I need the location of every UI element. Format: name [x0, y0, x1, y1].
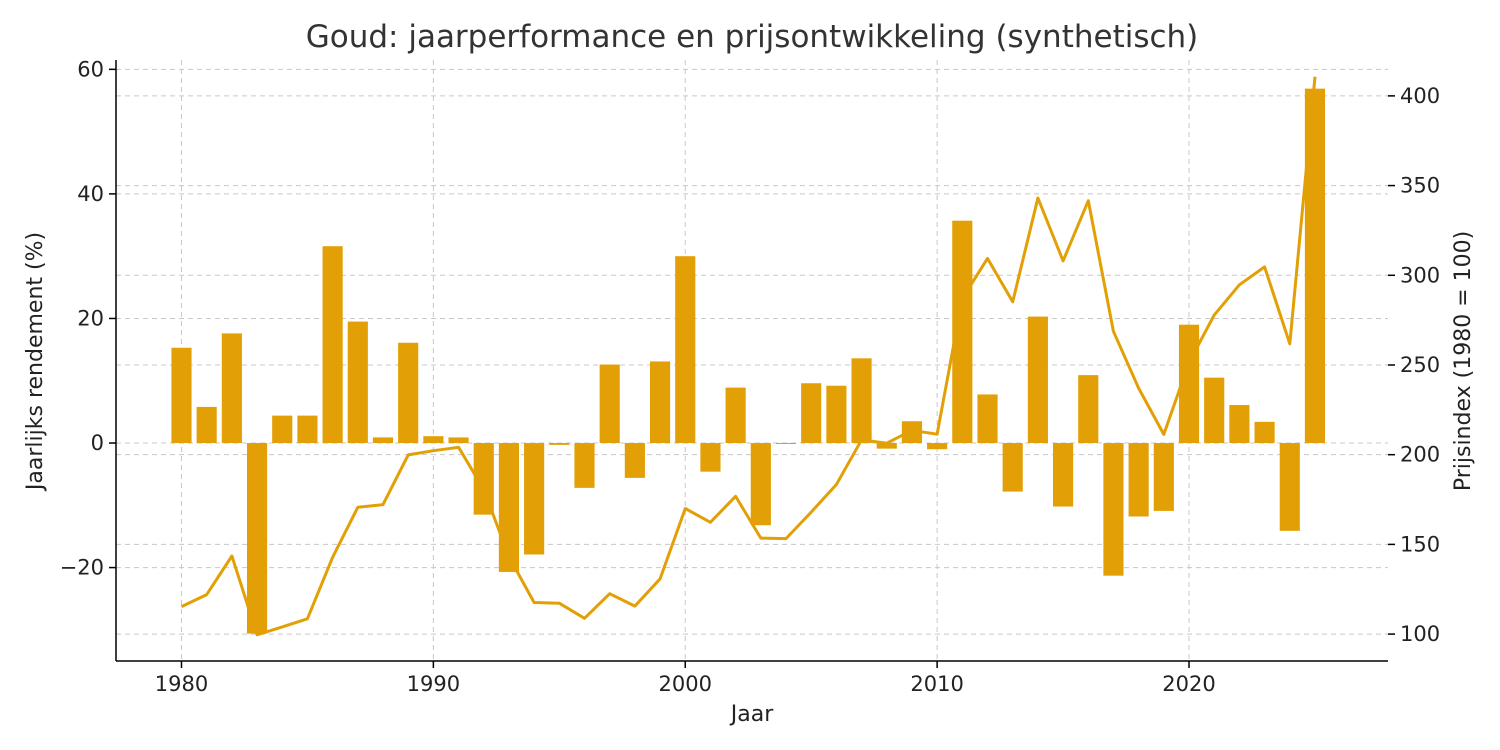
y-tick-label: 0 [91, 431, 104, 455]
bar-2013 [1002, 443, 1023, 492]
bar-1996 [574, 443, 595, 488]
y2-tick-label: 150 [1400, 532, 1440, 556]
bar-1991 [448, 437, 469, 444]
bar-2006 [826, 385, 847, 444]
bar-2000 [675, 256, 696, 444]
bar-2005 [801, 383, 822, 444]
y2-tick-label: 250 [1400, 353, 1440, 377]
y2-tick-label: 200 [1400, 443, 1440, 467]
bar-1988 [372, 437, 394, 444]
x-axis-label: Jaar [729, 702, 774, 727]
bar-1994 [524, 443, 545, 555]
y2-tick-label: 400 [1400, 84, 1440, 108]
bar-1981 [196, 406, 217, 444]
bar-1980 [171, 347, 192, 444]
bar-2004 [775, 443, 797, 445]
bar-2003 [750, 443, 771, 526]
bar-2002 [725, 387, 746, 444]
bar-2011 [952, 220, 973, 444]
bar-1995 [549, 443, 570, 445]
bar-2015 [1052, 443, 1074, 507]
bar-2016 [1078, 375, 1099, 444]
y-axis-label: Jaarlijks rendement (%) [23, 232, 48, 492]
line-series [180, 76, 1317, 637]
bar-1998 [624, 443, 645, 478]
bar-2024 [1279, 443, 1300, 531]
bar-2019 [1153, 443, 1174, 511]
x-tick-label: 1980 [155, 672, 208, 696]
bar-2007 [851, 358, 872, 444]
bar-1990 [423, 436, 444, 444]
bar-2021 [1204, 377, 1225, 444]
bar-1985 [297, 415, 318, 444]
y-tick-label: −20 [60, 556, 104, 580]
chart-title: Goud: jaarperformance en prijsontwikkeli… [306, 19, 1199, 55]
y-tick-label: 20 [77, 306, 104, 330]
bar-1999 [649, 361, 671, 444]
bar-2022 [1229, 405, 1250, 444]
y-tick-label: 40 [77, 182, 104, 206]
y2-tick-label: 350 [1400, 174, 1440, 198]
x-tick-label: 2020 [1162, 672, 1215, 696]
y-tick-label: 60 [77, 57, 104, 81]
bar-2017 [1103, 443, 1124, 576]
x-tick-label: 2010 [910, 672, 963, 696]
bar-1992 [473, 443, 494, 515]
axes: 1980 1990 2000 2010 2020 −20 0 20 40 60 100 150 200 2… [60, 57, 1440, 696]
y2-tick-label: 300 [1400, 263, 1440, 287]
bar-2023 [1254, 421, 1275, 444]
y2-tick-label: 100 [1400, 622, 1440, 646]
bar-series [171, 88, 1326, 634]
bar-2012 [977, 394, 998, 444]
bar-2025 [1304, 88, 1326, 444]
bar-2018 [1128, 443, 1149, 517]
bar-2010 [927, 443, 948, 450]
price-index-line [180, 76, 1317, 637]
bar-1984 [272, 415, 293, 444]
x-tick-label: 1990 [407, 672, 460, 696]
bar-1982 [221, 333, 242, 444]
bar-2009 [901, 421, 923, 444]
bar-1997 [599, 364, 620, 444]
bar-1987 [347, 321, 368, 444]
bar-2001 [700, 443, 721, 472]
bar-1983 [246, 443, 268, 634]
bar-2014 [1027, 316, 1048, 444]
x-tick-label: 2000 [659, 672, 712, 696]
bar-1986 [322, 246, 343, 444]
bar-2008 [876, 443, 897, 449]
bar-1989 [398, 342, 419, 444]
y2-axis-label: Prijsindex (1980 = 100) [1451, 231, 1476, 491]
